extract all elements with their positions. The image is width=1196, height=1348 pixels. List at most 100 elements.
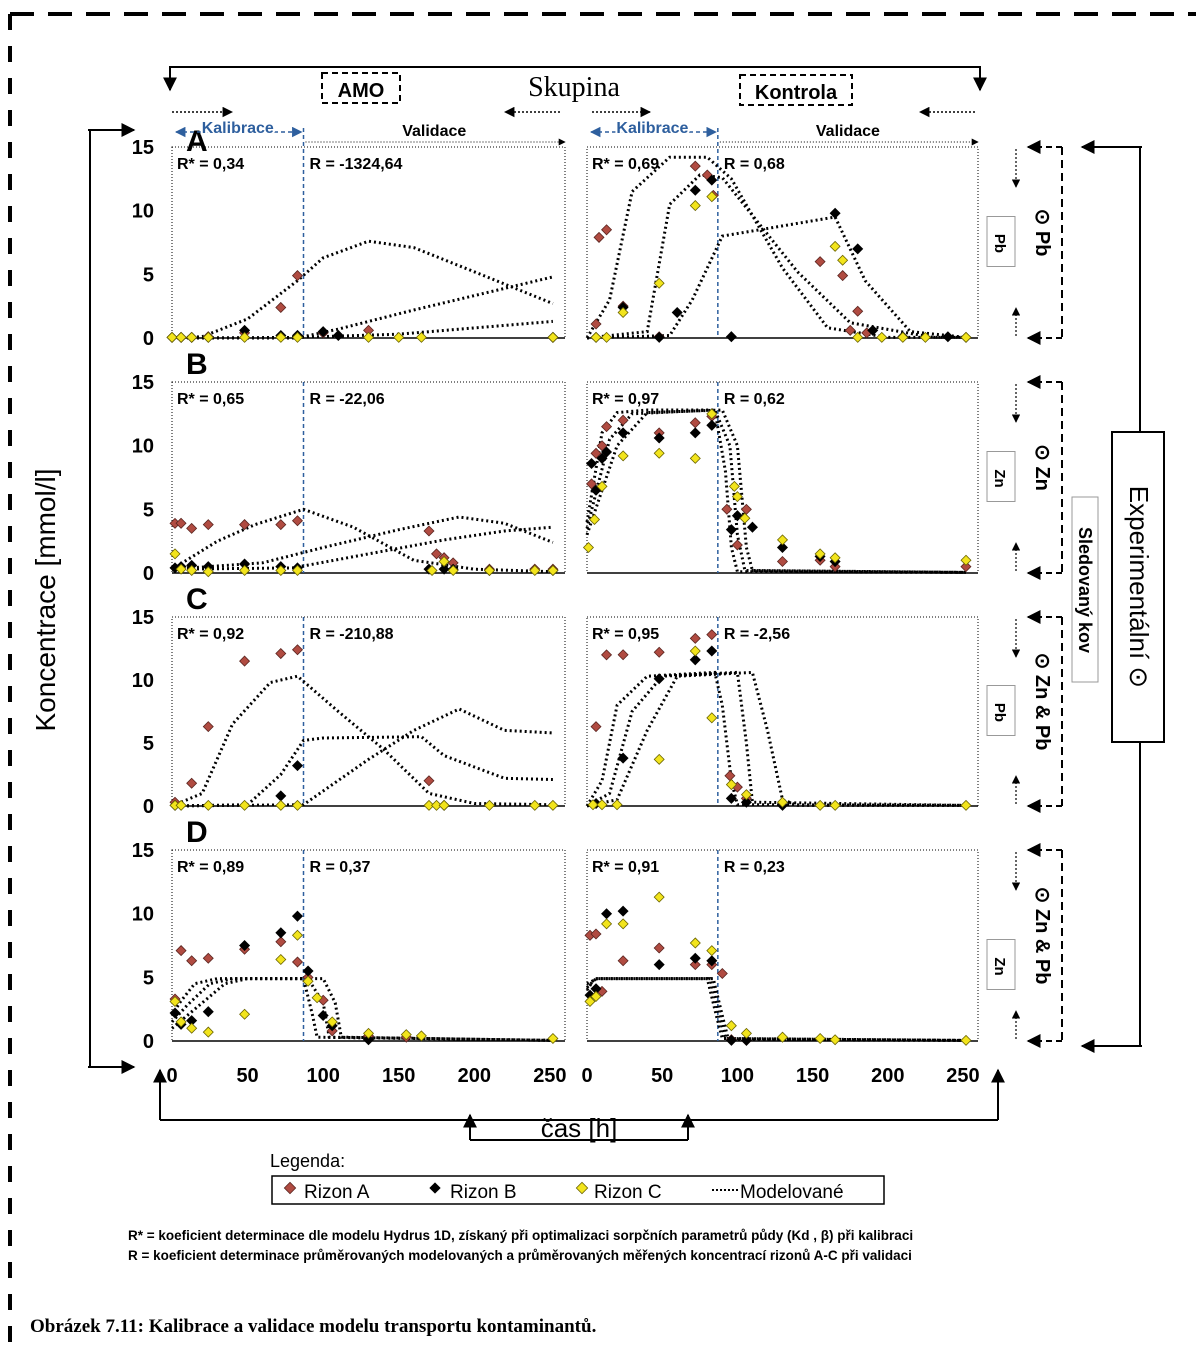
data-point-rizon-c <box>814 799 826 811</box>
data-point-rizon-c <box>169 996 181 1008</box>
data-point-rizon-b <box>942 331 954 343</box>
monitored-metal-label: Pb <box>991 703 1008 722</box>
y-tick-label: 0 <box>143 1031 154 1053</box>
r-star-label: R* = 0,89 <box>177 859 244 876</box>
data-point-rizon-c <box>590 990 602 1002</box>
data-point-rizon-c <box>706 712 718 724</box>
x-tick-label: 0 <box>166 1065 177 1087</box>
experimental-label: ⊙ Zn <box>1031 444 1053 491</box>
data-point-rizon-c <box>291 331 304 343</box>
data-point-rizon-b <box>601 908 613 920</box>
data-point-rizon-b <box>671 307 683 319</box>
model-curve <box>586 670 967 808</box>
experimental-label: ⊙ Zn & Pb <box>1031 653 1053 751</box>
r-label: R = -210,88 <box>310 626 394 643</box>
data-point-rizon-a <box>689 959 701 971</box>
data-point-rizon-c <box>776 1031 789 1043</box>
x-axis-bracket: čas [h] <box>153 1068 1005 1143</box>
data-point-rizon-c <box>829 1034 841 1046</box>
model-curve <box>171 977 553 1042</box>
data-point-rizon-b <box>202 1006 214 1018</box>
data-point-rizon-a <box>601 421 613 433</box>
data-point-rizon-c <box>431 799 443 811</box>
data-point-rizon-a <box>731 539 743 551</box>
data-point-rizon-c <box>960 799 972 811</box>
data-point-rizon-c <box>547 1032 559 1044</box>
data-point-rizon-c <box>617 307 629 319</box>
legend-marker-a <box>283 1181 297 1195</box>
data-point-rizon-b <box>776 542 788 554</box>
data-point-rizon-b <box>689 184 701 196</box>
data-point-rizon-b <box>740 796 752 808</box>
data-point-rizon-c <box>582 542 594 554</box>
data-point-rizon-a <box>275 301 287 313</box>
data-point-rizon-c <box>587 799 599 811</box>
data-point-rizon-c <box>202 566 214 578</box>
y-tick-label: 15 <box>132 840 154 862</box>
data-point-rizon-c <box>653 447 665 459</box>
data-point-rizon-b <box>239 324 251 336</box>
data-point-rizon-a <box>721 503 733 515</box>
data-point-rizon-c <box>876 331 888 343</box>
data-point-rizon-c <box>415 1030 427 1042</box>
data-point-rizon-a <box>590 318 602 330</box>
data-point-rizon-c <box>186 1022 198 1034</box>
data-point-rizon-a <box>291 270 303 282</box>
data-point-rizon-b <box>169 1007 181 1019</box>
data-point-rizon-c <box>829 552 841 564</box>
data-point-rizon-c <box>814 548 826 560</box>
data-point-rizon-a <box>590 447 602 459</box>
data-point-rizon-a <box>844 324 856 336</box>
experimental-label: ⊙ Zn & Pb <box>1031 887 1053 985</box>
y-tick-label: 5 <box>143 499 154 521</box>
data-point-rizon-c <box>483 799 495 811</box>
data-point-rizon-c <box>588 514 601 526</box>
data-point-rizon-c <box>202 799 214 811</box>
experimental-label: ⊙ Pb <box>1031 209 1053 257</box>
x-tick-label: 100 <box>306 1065 339 1087</box>
data-point-rizon-b <box>275 790 287 802</box>
data-point-rizon-b <box>689 952 701 964</box>
data-point-rizon-b <box>653 432 665 444</box>
data-point-rizon-b <box>362 1034 374 1046</box>
x-tick-label: 250 <box>946 1065 979 1087</box>
model-curve <box>171 707 553 808</box>
data-point-rizon-c <box>275 331 287 343</box>
data-point-rizon-b <box>653 331 665 343</box>
data-point-rizon-c <box>601 331 613 343</box>
x-tick-label: 100 <box>721 1065 754 1087</box>
data-point-rizon-c <box>239 564 251 576</box>
panel-b-amo: R* = 0,65 R = -22,06 0 5 10 15 B <box>132 348 566 585</box>
metal-box <box>986 216 1016 267</box>
data-point-rizon-a <box>590 721 602 733</box>
data-point-rizon-a <box>689 160 701 172</box>
data-point-rizon-a <box>689 632 701 644</box>
y-tick-label: 15 <box>132 372 154 394</box>
data-point-rizon-b <box>706 174 718 186</box>
metal-box <box>986 451 1016 502</box>
y-tick-label: 0 <box>143 563 154 585</box>
data-point-rizon-c <box>689 937 701 949</box>
validation-label: Validace <box>402 123 466 140</box>
data-point-rizon-c <box>438 799 450 811</box>
y-tick-label: 10 <box>132 670 154 692</box>
panel-frame <box>586 616 979 807</box>
data-point-rizon-a <box>617 414 629 426</box>
data-point-rizon-b <box>617 752 629 764</box>
data-point-rizon-c <box>166 331 178 343</box>
data-point-rizon-c <box>169 548 181 560</box>
panel-c-amo: R* = 0,92 R = -210,88 0 5 10 15 C <box>132 583 566 818</box>
data-point-rizon-c <box>186 564 198 576</box>
data-point-rizon-c <box>302 975 314 987</box>
data-point-rizon-a <box>430 548 443 560</box>
y-tick-label: 5 <box>143 264 154 286</box>
data-point-rizon-a <box>724 770 736 782</box>
legend-item-a: Rizon A <box>304 1182 370 1203</box>
r-label: R = 0,23 <box>724 859 785 876</box>
data-point-rizon-c <box>202 1026 214 1038</box>
legend: Legenda: Rizon A Rizon B Rizon C Modelov… <box>270 1151 885 1205</box>
data-point-rizon-b <box>689 654 701 666</box>
model-curve <box>171 507 553 574</box>
data-point-rizon-c <box>363 1027 375 1039</box>
